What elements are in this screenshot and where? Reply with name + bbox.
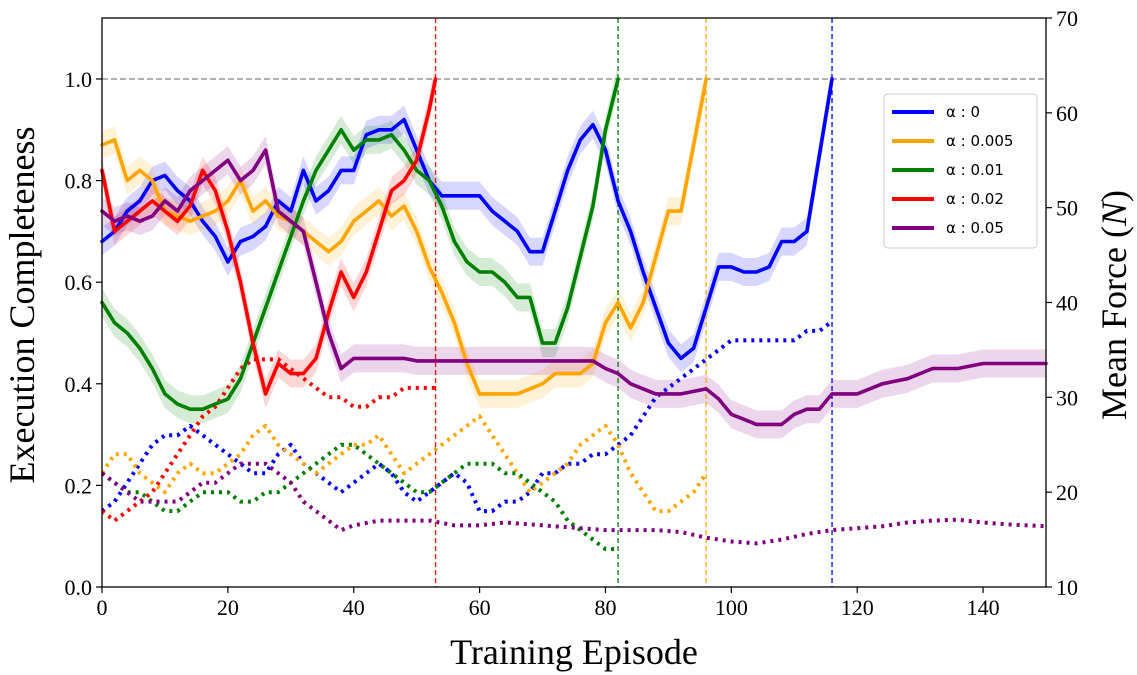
left-y-tick-label-0.2: 0.2 [65,473,93,498]
x-tick-label-120: 120 [841,595,874,620]
force-line-alpha-0-01 [100,442,619,552]
completeness-line-alpha-0 [100,77,834,361]
right-y-tick-label-40: 40 [1056,291,1078,316]
force-line-alpha-0-02 [100,357,436,523]
left-y-tick-label-0.6: 0.6 [65,270,93,295]
x-tick-label-140: 140 [967,595,1000,620]
force-line-alpha-0-05 [100,461,1047,546]
force-line-alpha-0-005 [100,414,708,514]
right-y-axis-title-suffix: ) [1094,190,1134,202]
completeness-line-alpha-0-01 [100,77,620,412]
right-y-tick-label-20: 20 [1056,480,1078,505]
x-tick-label-60: 60 [469,595,491,620]
left-y-tick-label-0.4: 0.4 [65,372,93,397]
legend-label-alpha-0-02: α : 0.02 [946,190,1004,208]
legend-label-alpha-0-01: α : 0.01 [946,161,1004,179]
left-y-tick-label-1: 1.0 [65,67,93,92]
left-y-axis-title: Execution Completeness [2,127,42,484]
band-alpha-0-01 [102,65,619,424]
force-line-alpha-0 [100,319,834,514]
completeness-line-alpha-0-05 [100,148,1048,427]
band-alpha-0 [102,65,832,373]
right-y-tick-label-50: 50 [1056,196,1078,221]
x-tick-label-40: 40 [343,595,365,620]
completeness-line-alpha-0-005 [100,77,709,396]
completeness-series-lines [100,77,1048,427]
left-y-tick-label-0: 0.0 [65,575,93,600]
right-y-tick-label-10: 10 [1056,575,1078,600]
right-y-axis-title-prefix: Mean Force ( [1094,226,1134,420]
left-y-tick-label-0.8: 0.8 [65,169,93,194]
x-axis-title: Training Episode [450,632,698,672]
tick-marks: 0 20 40 60 80 100 120 140 0.0 0.2 0.4 0.6 0.8 1.0 10 20… [65,6,1079,620]
legend: α : 0 α : 0.005 α : 0.01 α : 0.02 α : 0.05 [883,93,1038,249]
right-y-axis-title-var: N [1094,200,1134,227]
right-y-tick-label-70: 70 [1056,6,1078,31]
legend-box [883,93,1038,249]
x-tick-label-0: 0 [97,595,108,620]
legend-label-alpha-0-005: α : 0.005 [946,132,1013,150]
x-tick-label-20: 20 [217,595,239,620]
legend-label-alpha-0: α : 0 [946,103,980,121]
right-y-tick-label-60: 60 [1056,101,1078,126]
x-tick-label-80: 80 [594,595,616,620]
right-y-axis-title: Mean Force (N) [1094,190,1134,420]
x-tick-label-100: 100 [715,595,748,620]
right-y-tick-label-30: 30 [1056,385,1078,410]
legend-label-alpha-0-05: α : 0.05 [946,219,1004,237]
force-series-lines [100,319,1047,552]
